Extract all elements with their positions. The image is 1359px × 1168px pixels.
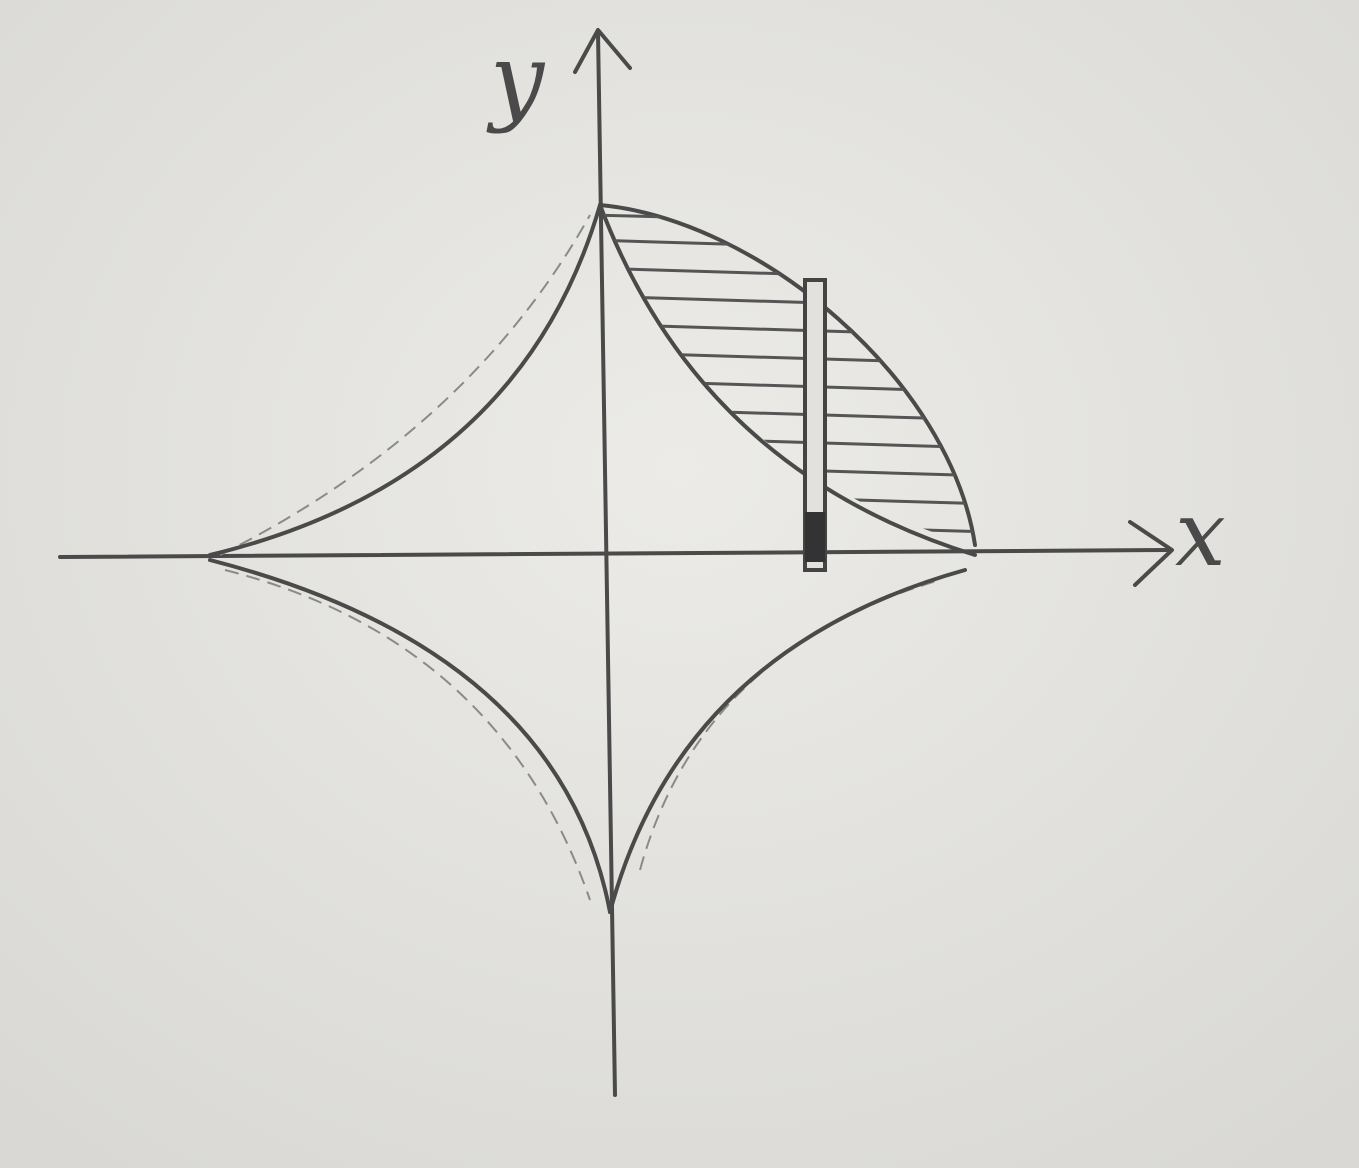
x-axis <box>58 548 1172 559</box>
astroid-arc <box>208 203 602 557</box>
strip <box>803 278 827 572</box>
x-arrow <box>1128 520 1174 587</box>
y-label: y <box>486 23 546 135</box>
astroid-arc <box>208 558 612 914</box>
y-arrow <box>573 28 632 74</box>
outer-arc <box>598 203 977 547</box>
x-label: x <box>1175 482 1226 587</box>
astroid-arc <box>608 568 967 914</box>
strip-base <box>805 512 825 562</box>
guide-curve <box>224 569 591 901</box>
astroid-arc <box>598 203 977 557</box>
guide-curve <box>219 214 591 556</box>
